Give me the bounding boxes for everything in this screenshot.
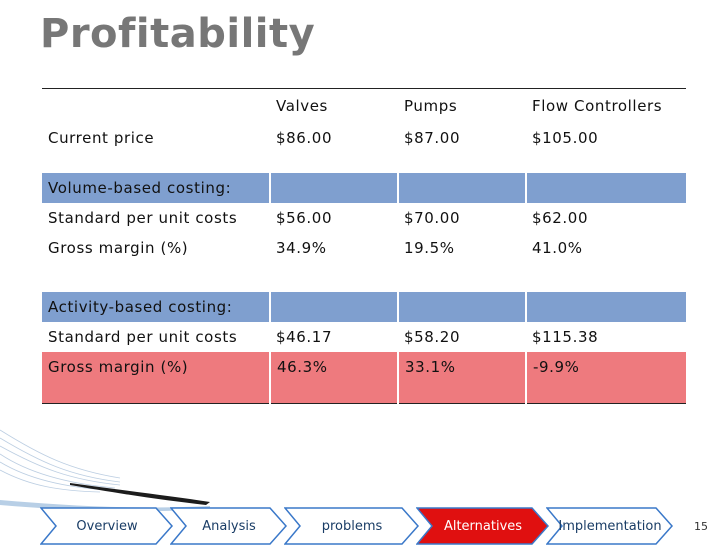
- table-cell: $58.20: [404, 328, 461, 346]
- table-row: Current price $86.00 $87.00 $105.00: [42, 123, 686, 153]
- table-cell: $105.00: [532, 129, 599, 147]
- table-cell: $70.00: [404, 209, 461, 227]
- highlight-row-gross-margin: Gross margin (%) 46.3% 33.1% -9.9%: [42, 352, 686, 404]
- nav-item-label: Analysis: [202, 518, 256, 534]
- table-header-row: Valves Pumps Flow Controllers: [42, 88, 686, 123]
- column-header-pumps: Pumps: [398, 88, 526, 123]
- table-cell: [270, 292, 399, 322]
- page-number: 15: [694, 520, 708, 533]
- row-label: Standard per unit costs: [48, 209, 238, 227]
- table-cell: $87.00: [404, 129, 461, 147]
- table-cell: 46.3%: [270, 352, 399, 404]
- table-cell: $56.00: [276, 209, 333, 227]
- row-label: Gross margin (%): [42, 352, 271, 404]
- nav-item-problems[interactable]: problems: [284, 507, 420, 545]
- table-cell: -9.9%: [526, 352, 686, 404]
- nav-item-overview[interactable]: Overview: [40, 507, 174, 545]
- row-label: Gross margin (%): [48, 239, 189, 257]
- section-row-volume: Volume-based costing:: [42, 173, 686, 203]
- chevron-shape-icon: [40, 507, 174, 545]
- nav-item-label: problems: [321, 518, 383, 534]
- nav-item-alternatives[interactable]: Alternatives: [416, 507, 550, 545]
- slide-title: Profitability: [40, 11, 316, 57]
- nav-item-label: Alternatives: [443, 518, 523, 534]
- table-cell: $62.00: [532, 209, 589, 227]
- section-row-activity: Activity-based costing:: [42, 292, 686, 322]
- table-cell: 34.9%: [276, 239, 327, 257]
- nav-item-implementation[interactable]: Implementation: [546, 507, 674, 545]
- table-row: Standard per unit costs $56.00 $70.00 $6…: [42, 203, 686, 233]
- table-cell: [398, 292, 527, 322]
- chevron-shape-icon: [416, 507, 550, 545]
- table-cell: 19.5%: [404, 239, 455, 257]
- chevron-shape-icon: [284, 507, 420, 545]
- column-header-valves: Valves: [270, 88, 398, 123]
- breadcrumb-nav: Overview Analysis problems Alternatives …: [40, 507, 674, 545]
- table-cell: [270, 173, 399, 203]
- table-cell: 41.0%: [532, 239, 583, 257]
- table-cell: [398, 173, 527, 203]
- table-row: Gross margin (%) 34.9% 19.5% 41.0%: [42, 233, 686, 263]
- table-cell: 33.1%: [398, 352, 527, 404]
- table-cell: $46.17: [276, 328, 333, 346]
- nav-item-label: Overview: [76, 518, 138, 534]
- table-row: Standard per unit costs $46.17 $58.20 $1…: [42, 322, 686, 352]
- nav-item-label: Implementation: [558, 518, 662, 534]
- table-cell: [526, 292, 686, 322]
- row-label: Standard per unit costs: [48, 328, 238, 346]
- row-label: Current price: [48, 129, 155, 147]
- chevron-shape-icon: [170, 507, 288, 545]
- section-label: Activity-based costing:: [42, 292, 271, 322]
- profitability-table: Valves Pumps Flow Controllers Current pr…: [42, 88, 686, 404]
- table-cell: $115.38: [532, 328, 599, 346]
- table-cell: [42, 88, 270, 123]
- table-cell: $86.00: [276, 129, 333, 147]
- nav-item-analysis[interactable]: Analysis: [170, 507, 288, 545]
- section-label: Volume-based costing:: [42, 173, 271, 203]
- table-cell: [526, 173, 686, 203]
- column-header-flow-controllers: Flow Controllers: [526, 88, 686, 123]
- chevron-shape-icon: [546, 507, 674, 545]
